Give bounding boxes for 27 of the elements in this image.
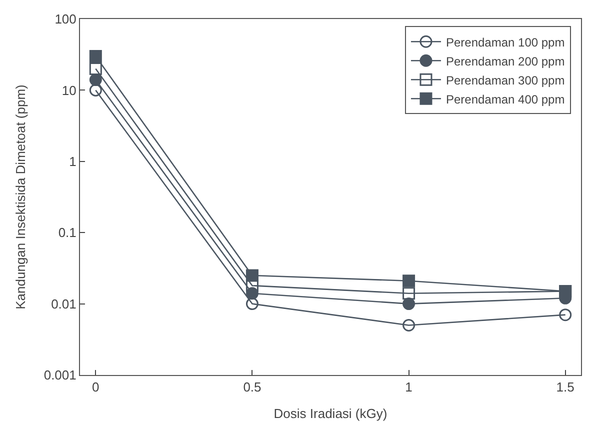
y-tick-label: 10	[62, 82, 76, 98]
point	[246, 269, 258, 282]
point	[246, 298, 258, 310]
x-tick-label: 0.5	[243, 380, 262, 395]
y-tick-label: 0.01	[51, 296, 76, 312]
point	[402, 298, 416, 310]
x-tick-label: 1.5	[556, 380, 574, 395]
point	[402, 274, 416, 288]
legend-label: Perendaman 100 ppm	[446, 35, 565, 50]
point	[89, 62, 102, 76]
legend-label: Perendaman 300 ppm	[446, 73, 565, 88]
point	[89, 84, 102, 96]
y-tick-label: 0.1	[58, 225, 76, 240]
point	[402, 287, 416, 300]
x-tick-label: 0	[92, 380, 100, 395]
y-tick-label: 100	[54, 12, 76, 27]
point	[89, 50, 102, 62]
y-tick-label: 0.001	[44, 368, 76, 383]
point	[402, 318, 416, 332]
y-tick-label: 1	[69, 154, 76, 169]
y-axis-title: Kandungan Insektisida Dimetoat (ppm)	[12, 84, 28, 310]
point	[89, 74, 102, 86]
x-axis-title: Dosis Iradiasi (kGy)	[274, 406, 388, 422]
point	[559, 308, 572, 322]
legend-label: Perendaman 200 ppm	[446, 54, 565, 68]
x-tick-label: 1	[405, 380, 412, 395]
legend-label: Perendaman 400 ppm	[446, 92, 565, 106]
